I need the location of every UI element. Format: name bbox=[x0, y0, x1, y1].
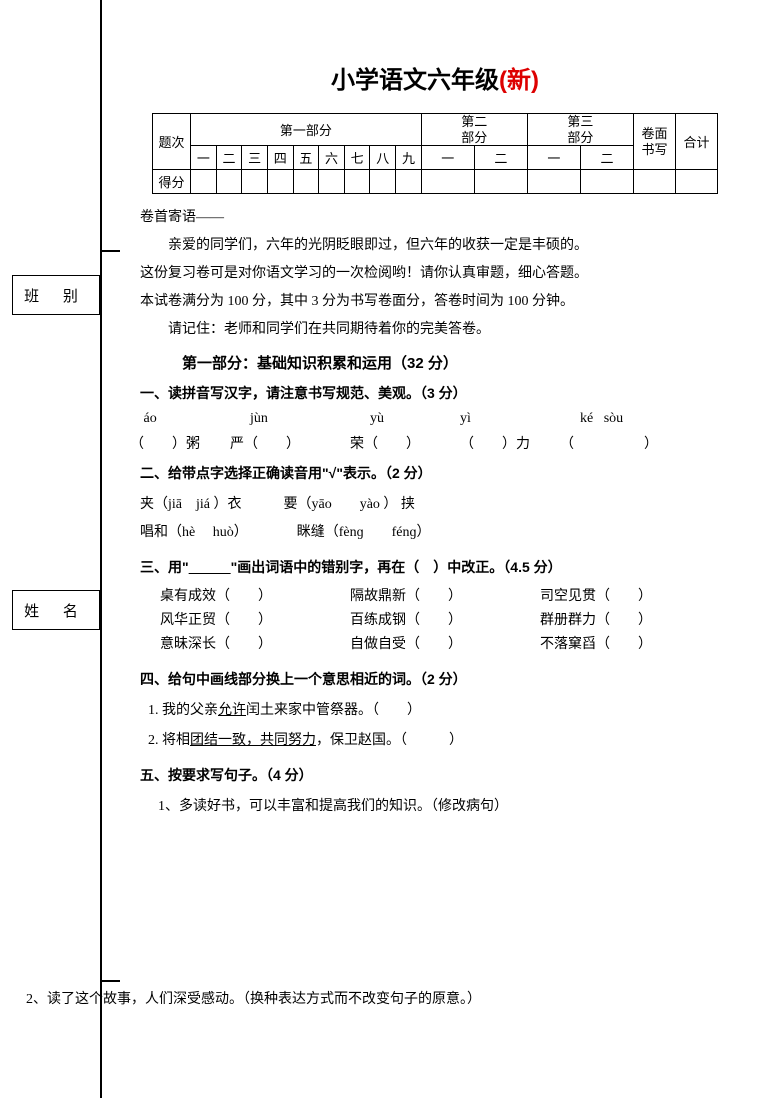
cell[interactable] bbox=[474, 170, 527, 194]
gutter-notch bbox=[100, 980, 120, 982]
cell[interactable] bbox=[676, 170, 718, 194]
th-part1: 第一部分 bbox=[191, 114, 422, 146]
class-label: 班 别 bbox=[24, 285, 88, 306]
q5-item1: 1、多读好书，可以丰富和提高我们的知识。（修改病句） bbox=[158, 795, 730, 815]
q3-title: 三、用" "画出词语中的错别字，再在（ ）中改正。（4.5 分） bbox=[140, 557, 730, 577]
blank[interactable]: 荣（ ） bbox=[350, 433, 460, 453]
th-part3: 第三部分 bbox=[527, 114, 633, 146]
idiom[interactable]: 风华正贸（ ） bbox=[160, 609, 350, 629]
col: 八 bbox=[370, 146, 396, 170]
col: 六 bbox=[319, 146, 345, 170]
col: 一 bbox=[527, 146, 580, 170]
th-part2: 第二部分 bbox=[421, 114, 527, 146]
cell[interactable] bbox=[216, 170, 242, 194]
q2-l2: 唱和（hè huò） 眯缝（fènɡ fénɡ） bbox=[140, 519, 730, 547]
pinyin: jùn bbox=[250, 411, 370, 427]
q3-post: "画出词语中的错别字，再在（ ）中改正。（4.5 分） bbox=[231, 559, 562, 575]
q4-title: 四、给句中画线部分换上一个意思相近的词。（2 分） bbox=[140, 669, 730, 689]
cell[interactable] bbox=[527, 170, 580, 194]
q4-i2-u: 团结一致，共同努力 bbox=[190, 733, 316, 748]
idiom[interactable]: 群册群力（ ） bbox=[540, 609, 652, 629]
th-juanmian: 卷面书写 bbox=[634, 114, 676, 170]
pinyin: yì bbox=[460, 411, 580, 427]
cell[interactable] bbox=[580, 170, 633, 194]
page-title: 小学语文六年级(新) bbox=[140, 60, 730, 95]
section1-title: 第一部分：基础知识积累和运用（32 分） bbox=[182, 352, 730, 373]
q4-i1-pre: 1. 我的父亲 bbox=[148, 703, 218, 718]
page-content: 小学语文六年级(新) 题次 第一部分 第二部分 第三部分 卷面书写 合计 一 二… bbox=[140, 60, 730, 825]
cell[interactable] bbox=[370, 170, 396, 194]
col: 一 bbox=[191, 146, 217, 170]
blank[interactable]: （ ） bbox=[560, 433, 658, 453]
pinyin: áo bbox=[140, 411, 250, 427]
q4-i1-u: 允许 bbox=[218, 703, 246, 718]
col: 九 bbox=[396, 146, 422, 170]
preface-l1: 亲爱的同学们，六年的光阴眨眼即过，但六年的收获一定是丰硕的。 bbox=[140, 232, 730, 260]
col: 二 bbox=[474, 146, 527, 170]
idiom[interactable]: 隔故鼎新（ ） bbox=[350, 585, 540, 605]
q2-l1: 夹（jiā jiá ）衣 要（yāo yào ） 挟 bbox=[140, 491, 730, 519]
cell[interactable] bbox=[293, 170, 319, 194]
cell[interactable] bbox=[421, 170, 474, 194]
col: 七 bbox=[344, 146, 370, 170]
idiom[interactable]: 桌有成效（ ） bbox=[160, 585, 350, 605]
q3-pre: 三、用" bbox=[140, 559, 189, 575]
th-tici: 题次 bbox=[153, 114, 191, 170]
q4-item1: 1. 我的父亲允许闰土来家中管祭器。（ ） bbox=[148, 699, 730, 719]
q4-i2-pre: 2. 将相 bbox=[148, 733, 190, 748]
q1-hanzi-row: （ ）粥 严（ ） 荣（ ） （ ）力 （ ） bbox=[140, 433, 730, 453]
col: 二 bbox=[216, 146, 242, 170]
cell[interactable] bbox=[191, 170, 217, 194]
cell[interactable] bbox=[634, 170, 676, 194]
q4-i2-post[interactable]: ，保卫赵国。（ ） bbox=[316, 733, 463, 748]
col: 一 bbox=[421, 146, 474, 170]
q1-title: 一、读拼音写汉字，请注意书写规范、美观。（3 分） bbox=[140, 383, 730, 403]
blank[interactable]: （ ）粥 bbox=[130, 433, 230, 453]
col: 五 bbox=[293, 146, 319, 170]
q3-uline bbox=[189, 559, 231, 575]
idiom[interactable]: 司空见贯（ ） bbox=[540, 585, 652, 605]
preface-l2: 这份复习卷可是对你语文学习的一次检阅哟！请你认真审题，细心答题。 bbox=[140, 260, 730, 288]
gutter-notch bbox=[100, 250, 120, 252]
cell[interactable] bbox=[396, 170, 422, 194]
title-suffix: (新) bbox=[499, 67, 539, 94]
cell[interactable] bbox=[319, 170, 345, 194]
preface-l0: 卷首寄语—— bbox=[140, 204, 730, 232]
q5-title: 五、按要求写句子。（4 分） bbox=[140, 765, 730, 785]
q2-title: 二、给带点字选择正确读音用"√"表示。（2 分） bbox=[140, 463, 730, 483]
score-table: 题次 第一部分 第二部分 第三部分 卷面书写 合计 一 二 三 四 五 六 七 … bbox=[152, 113, 718, 194]
cell[interactable] bbox=[267, 170, 293, 194]
preface-l3: 本试卷满分为 100 分，其中 3 分为书写卷面分，答卷时间为 100 分钟。 bbox=[140, 288, 730, 316]
pinyin: ké sòu bbox=[580, 411, 623, 427]
cell[interactable] bbox=[344, 170, 370, 194]
idiom[interactable]: 自做自受（ ） bbox=[350, 633, 540, 653]
gutter-line bbox=[100, 0, 102, 1098]
col: 二 bbox=[580, 146, 633, 170]
title-main: 小学语文六年级 bbox=[331, 67, 499, 94]
preface-l4: 请记住：老师和同学们在共同期待着你的完美答卷。 bbox=[140, 316, 730, 344]
col: 三 bbox=[242, 146, 268, 170]
cell[interactable] bbox=[242, 170, 268, 194]
blank[interactable]: 严（ ） bbox=[230, 433, 350, 453]
th-heji: 合计 bbox=[676, 114, 718, 170]
q1-pinyin-row: áo jùn yù yì ké sòu bbox=[140, 411, 730, 427]
q3-row: 桌有成效（ ） 隔故鼎新（ ） 司空见贯（ ） bbox=[160, 585, 730, 605]
class-field-box[interactable]: 班 别 bbox=[12, 275, 100, 315]
q4-i1-post[interactable]: 闰土来家中管祭器。（ ） bbox=[246, 703, 421, 718]
col: 四 bbox=[267, 146, 293, 170]
name-label: 姓 名 bbox=[24, 600, 88, 621]
pinyin: yù bbox=[370, 411, 460, 427]
idiom[interactable]: 百练成钢（ ） bbox=[350, 609, 540, 629]
name-field-box[interactable]: 姓 名 bbox=[12, 590, 100, 630]
blank[interactable]: （ ）力 bbox=[460, 433, 560, 453]
q4-item2: 2. 将相团结一致，共同努力，保卫赵国。（ ） bbox=[148, 729, 730, 749]
preface: 卷首寄语—— 亲爱的同学们，六年的光阴眨眼即过，但六年的收获一定是丰硕的。 这份… bbox=[140, 204, 730, 344]
q3-row: 意昧深长（ ） 自做自受（ ） 不落窠舀（ ） bbox=[160, 633, 730, 653]
q5-item2: 2、读了这个故事，人们深受感动。（换种表达方式而不改变句子的原意。） bbox=[26, 988, 726, 1008]
idiom[interactable]: 意昧深长（ ） bbox=[160, 633, 350, 653]
idiom[interactable]: 不落窠舀（ ） bbox=[540, 633, 652, 653]
q3-row: 风华正贸（ ） 百练成钢（ ） 群册群力（ ） bbox=[160, 609, 730, 629]
th-defen: 得分 bbox=[153, 170, 191, 194]
